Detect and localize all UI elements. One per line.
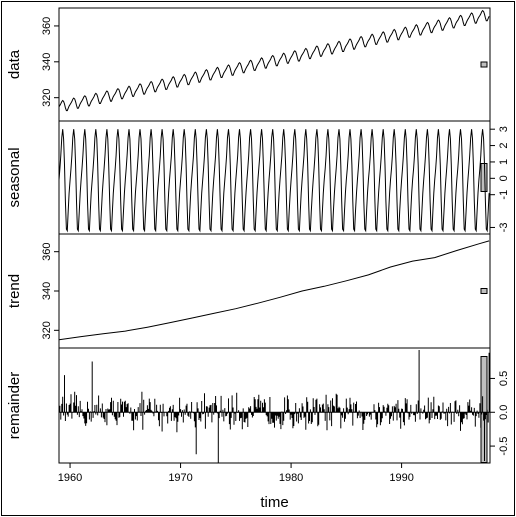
series-seasonal-line	[58, 129, 490, 233]
x-tick-label: 1990	[389, 472, 413, 484]
y-tick-label: -1	[498, 190, 510, 200]
y-tick-label: 0	[498, 175, 510, 181]
panel-data: 320 340 360 data	[6, 7, 491, 122]
y-tick-label: 340	[41, 282, 53, 300]
series-remainder-bars	[58, 350, 490, 463]
panel-remainder-box	[58, 347, 491, 464]
x-axis-label: time	[260, 494, 288, 511]
y-tick-label: 0.5	[498, 371, 510, 386]
y-tick-label: 1	[498, 159, 510, 165]
y-tick-label: 2	[498, 143, 510, 149]
y-tick-label: 0.0	[498, 405, 510, 420]
x-tick-label: 1980	[279, 472, 303, 484]
x-tick-label: 1960	[58, 472, 82, 484]
y-tick-label: 320	[41, 89, 53, 107]
panel-label-data: data	[6, 49, 23, 79]
y-tick-label: 3	[498, 126, 510, 132]
panel-seasonal: -3 -1 0 1 2 3 seasonal	[6, 120, 510, 235]
panel-label-remainder: remainder	[6, 372, 23, 440]
series-trend-line	[58, 240, 490, 341]
x-tick-label: 1970	[168, 472, 192, 484]
y-tick-label: 360	[41, 17, 53, 35]
range-bar	[480, 163, 488, 192]
panel-label-trend: trend	[6, 274, 23, 308]
y-tick-label: 360	[41, 243, 53, 261]
range-bar	[480, 61, 488, 68]
panel-trend: 320 340 360 trend	[6, 233, 491, 349]
range-bar	[480, 288, 488, 294]
panel-label-seasonal: seasonal	[6, 147, 23, 207]
panel-remainder: -0.5 0.0 0.5 remainder	[6, 347, 510, 464]
range-bar	[480, 356, 488, 463]
series-data-line	[58, 9, 490, 112]
y-tick-label: -3	[498, 223, 510, 233]
y-tick-label: 320	[41, 321, 53, 339]
y-tick-label: -0.5	[498, 437, 510, 456]
y-tick-label: 340	[41, 53, 53, 71]
